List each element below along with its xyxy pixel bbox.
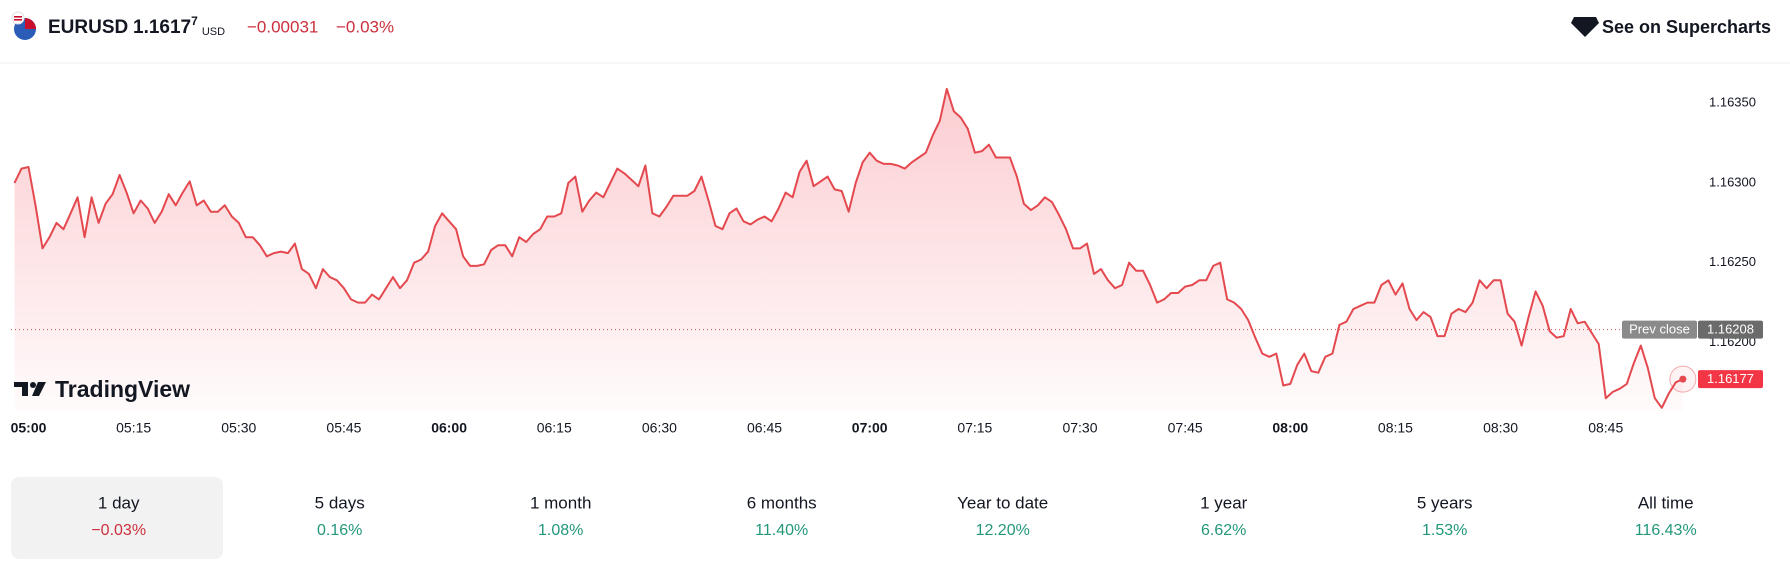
prev-close-value: 1.16208 [1707, 322, 1754, 337]
logo: TradingView [14, 376, 190, 402]
period-label[interactable]: 1 day [98, 493, 140, 512]
x-tick-label: 08:30 [1483, 420, 1518, 436]
periods: 1 day −0.03% 5 days 0.16% 1 month 1.08% 6 mont… [91, 493, 1696, 539]
period-label[interactable]: Year to date [957, 493, 1048, 512]
period-change[interactable]: 0.16% [317, 522, 362, 539]
area [14, 88, 1683, 412]
y-tick-label: 1.16350 [1709, 95, 1756, 110]
change-pct: −0.03% [336, 17, 394, 36]
x-tick-label: 06:45 [747, 420, 782, 436]
period-label[interactable]: 5 years [1417, 493, 1473, 512]
change: −0.00031 [247, 17, 318, 36]
x-tick-label: 05:45 [326, 420, 361, 436]
supercharts-link[interactable]: See on Supercharts [1571, 17, 1771, 37]
symbol: EURUSD [48, 17, 128, 38]
x-tick-label: 05:15 [116, 420, 151, 436]
period-label[interactable]: All time [1638, 493, 1694, 512]
last-price: 1.16177 [1707, 371, 1754, 386]
period-label[interactable]: 1 year [1200, 493, 1248, 512]
last-price-bg [1698, 370, 1763, 389]
y-tick-label: 1.16300 [1709, 174, 1756, 189]
header: EURUSD 1.16177 USD −0.00031 −0.03% See on… [0, 11, 1790, 64]
x-tick-label: 07:15 [957, 420, 992, 436]
x-tick-label: 07:00 [852, 420, 888, 436]
x-tick-label: 05:30 [221, 420, 256, 436]
flag-icon [11, 11, 36, 40]
price-main: 1.1617 [133, 17, 191, 38]
x-tick-label: 08:15 [1378, 420, 1413, 436]
x-tick-label: 07:45 [1168, 420, 1203, 436]
period[interactable]: 5 years 1.53% [1417, 493, 1473, 539]
prev-close-title: Prev close [1629, 322, 1690, 337]
period[interactable]: 5 days 0.16% [315, 493, 365, 539]
x-tick-label: 06:15 [537, 420, 572, 436]
logo-text: TradingView [55, 376, 190, 402]
period-label[interactable]: 6 months [747, 493, 817, 512]
last-point [1679, 375, 1687, 383]
period-label[interactable]: 1 month [530, 493, 591, 512]
period[interactable]: 1 day −0.03% [91, 493, 146, 539]
period-change[interactable]: 1.53% [1422, 522, 1467, 539]
period[interactable]: 6 months 11.40% [747, 493, 817, 539]
period-change[interactable]: 11.40% [755, 522, 808, 539]
period[interactable]: 1 month 1.08% [530, 493, 591, 539]
period-change[interactable]: 1.08% [538, 522, 583, 539]
supercharts-icon [1571, 17, 1599, 37]
prev-close-value-bg [1698, 320, 1763, 339]
period-change[interactable]: −0.03% [91, 522, 146, 539]
x-tick-label: 08:00 [1272, 420, 1308, 436]
x-tick-label: 08:45 [1588, 420, 1623, 436]
x-tick-label: 06:00 [431, 420, 467, 436]
period-label[interactable]: 5 days [315, 493, 365, 512]
period[interactable]: Year to date 12.20% [957, 493, 1048, 539]
price-sup: 7 [191, 14, 198, 28]
x-tick-label: 06:30 [642, 420, 677, 436]
link-text[interactable]: See on Supercharts [1602, 17, 1771, 37]
period[interactable]: 1 year 6.62% [1200, 493, 1248, 539]
price: 1.16177 USD [133, 14, 225, 38]
x-tick-label: 07:30 [1062, 420, 1097, 436]
price-line [13, 87, 1684, 409]
currency: USD [202, 26, 225, 38]
selected-period-bg [11, 477, 223, 559]
prev-close-title-bg [1622, 320, 1697, 339]
period-change[interactable]: 6.62% [1201, 522, 1246, 539]
period-change[interactable]: 12.20% [976, 522, 1030, 539]
x-tick-label: 05:00 [11, 420, 47, 436]
period-change[interactable]: 116.43% [1635, 522, 1697, 539]
y-tick-label: 1.16250 [1709, 254, 1756, 269]
period[interactable]: All time 116.43% [1635, 493, 1697, 539]
